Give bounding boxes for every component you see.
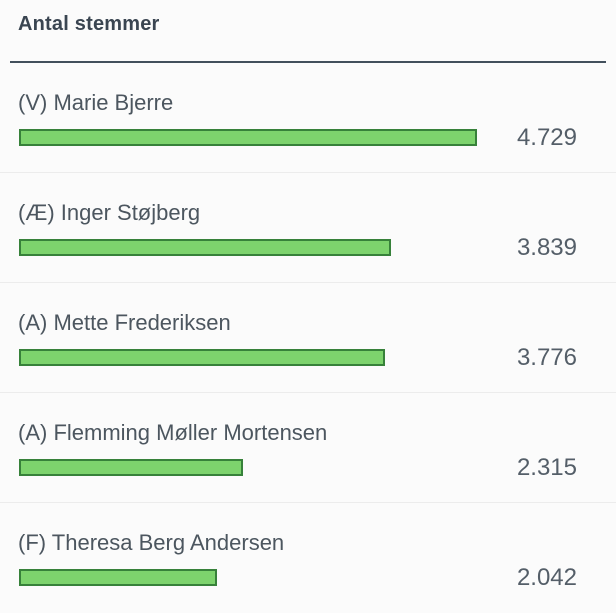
vote-count: 2.315	[516, 454, 577, 481]
candidate-label: (F) Theresa Berg Andersen	[18, 530, 285, 555]
candidate-label: (Æ) Inger Støjberg	[18, 200, 201, 225]
vote-rows: (V) Marie Bjerre 4.729 (Æ) Inger Støjber…	[0, 63, 616, 609]
vote-bar	[19, 129, 477, 146]
vote-bar	[19, 569, 217, 586]
candidate-label: (A) Mette Frederiksen	[18, 310, 231, 335]
candidate-label: (A) Flemming Møller Mortensen	[18, 420, 328, 445]
vote-row: (V) Marie Bjerre 4.729	[0, 63, 616, 173]
vote-bar	[19, 459, 243, 476]
vote-row: (Æ) Inger Støjberg 3.839	[0, 173, 616, 283]
vote-count: 2.042	[516, 564, 577, 591]
vote-row: (A) Flemming Møller Mortensen 2.315	[0, 393, 616, 503]
vote-row: (F) Theresa Berg Andersen 2.042	[0, 503, 616, 613]
chart-title: Antal stemmer	[18, 13, 160, 35]
vote-count: 3.776	[516, 344, 577, 371]
vote-bar	[19, 349, 385, 366]
vote-count: 3.839	[516, 234, 577, 261]
candidate-label: (V) Marie Bjerre	[18, 90, 174, 115]
title-divider	[10, 61, 606, 63]
vote-count: 4.729	[516, 124, 577, 151]
vote-bar	[19, 239, 391, 256]
vote-row: (A) Mette Frederiksen 3.776	[0, 283, 616, 393]
